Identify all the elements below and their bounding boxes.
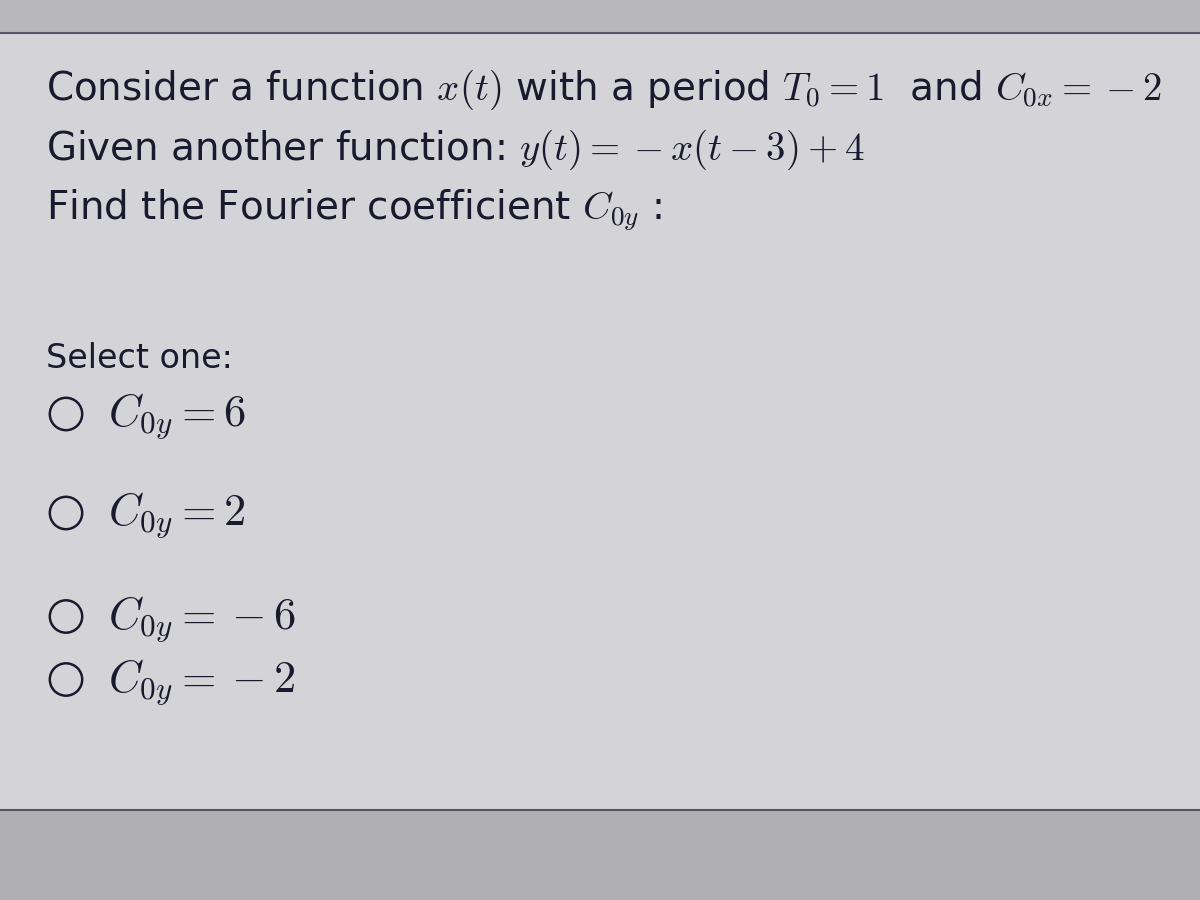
Bar	[0, 0, 1200, 32]
Text: Find the Fourier coefficient $C_{0y}$ :: Find the Fourier coefficient $C_{0y}$ :	[46, 187, 662, 233]
Text: $C_{0y} = 6$: $C_{0y} = 6$	[108, 392, 246, 441]
Bar	[0, 810, 1200, 900]
Text: Select one:: Select one:	[46, 342, 233, 375]
Text: $C_{0y} = -6$: $C_{0y} = -6$	[108, 594, 296, 644]
Text: $C_{0y} = -2$: $C_{0y} = -2$	[108, 657, 295, 706]
Text: $C_{0y} = 2$: $C_{0y} = 2$	[108, 491, 246, 540]
Text: Consider a function $x(t)$ with a period $T_0 = 1$  and $C_{0x} = -2$: Consider a function $x(t)$ with a period…	[46, 68, 1162, 112]
Text: Given another function: $y(t) = -x(t-3)+4$: Given another function: $y(t) = -x(t-3)+…	[46, 128, 864, 172]
